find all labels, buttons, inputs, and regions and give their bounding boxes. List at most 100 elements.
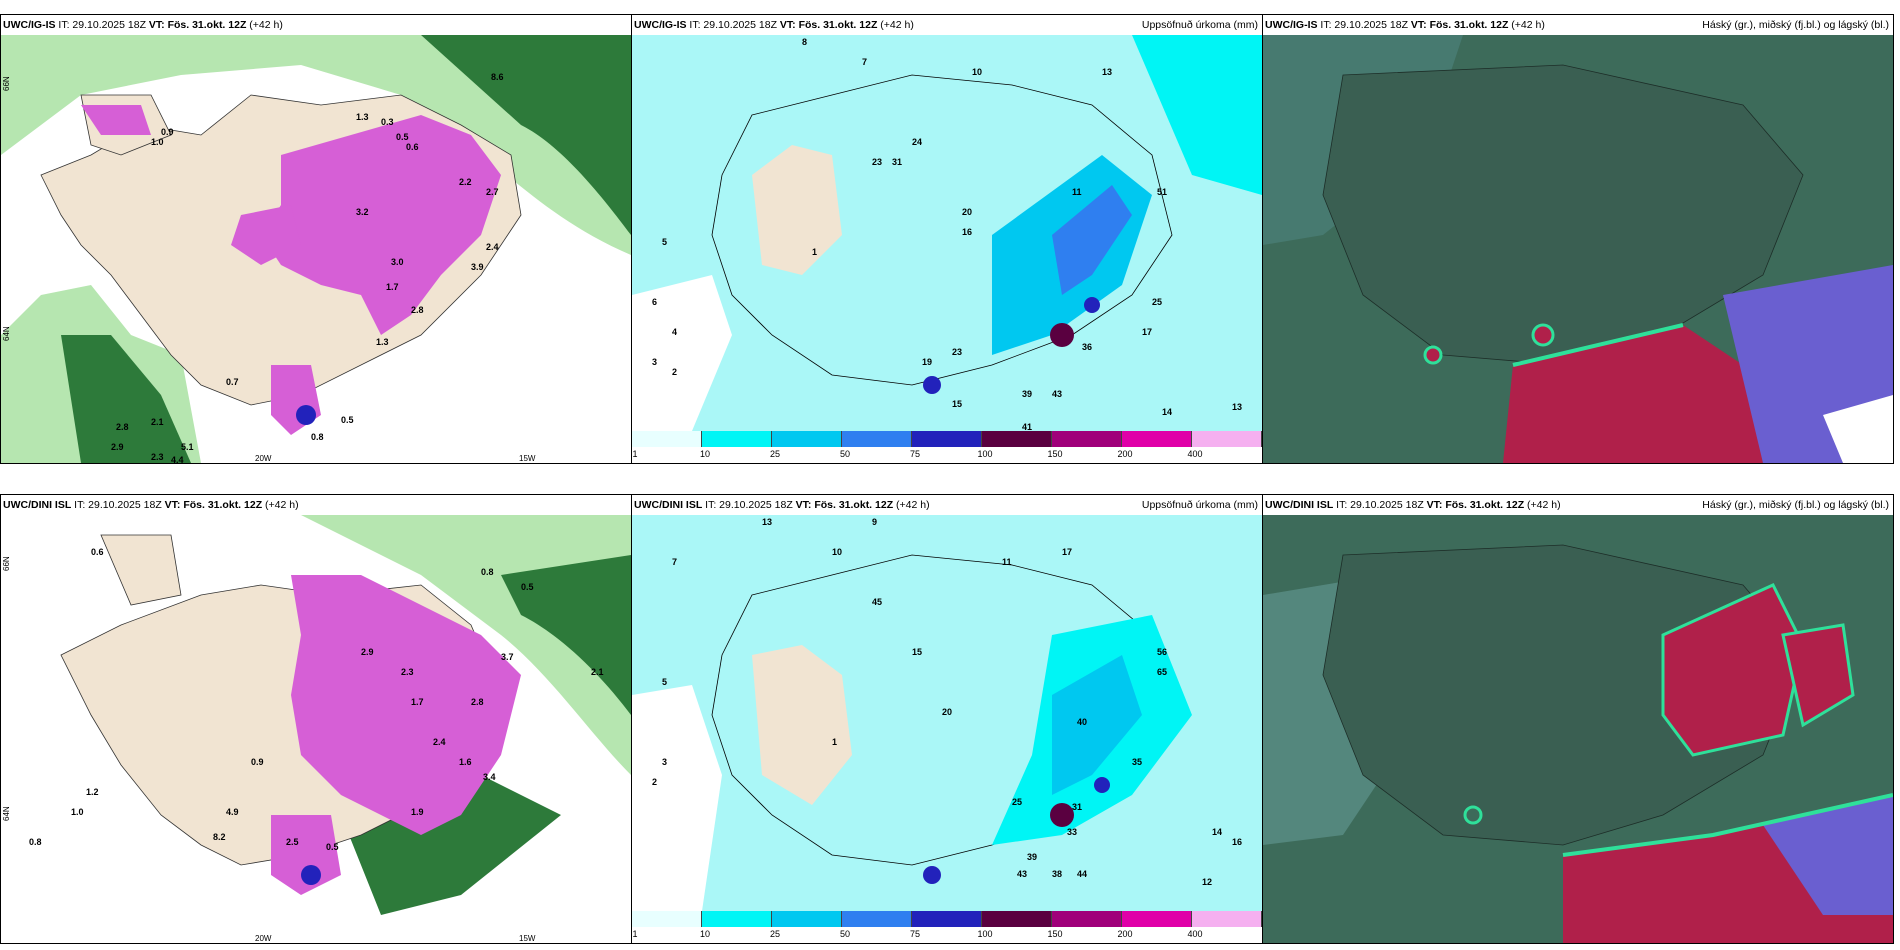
legend-swatch: [772, 431, 842, 447]
snow-wind-map: 8.6 1.3 0.3 0.5 0.6 3.2 3.0 1.7 2.8 2.2 …: [1, 35, 631, 463]
svg-text:1.0: 1.0: [71, 807, 84, 817]
svg-text:10: 10: [972, 67, 982, 77]
legend-tick: 100: [977, 929, 993, 939]
lead-time: (+42 h): [265, 499, 299, 511]
svg-text:2.1: 2.1: [591, 667, 604, 677]
lat-label: 66N: [2, 76, 11, 91]
legend-swatch: [912, 911, 982, 927]
svg-text:14: 14: [1212, 827, 1222, 837]
svg-text:3.2: 3.2: [356, 207, 369, 217]
svg-text:1.3: 1.3: [376, 337, 389, 347]
legend-swatch: [702, 431, 772, 447]
init-time: IT: 29.10.2025 18Z: [705, 499, 793, 511]
svg-text:13: 13: [1232, 402, 1242, 412]
lon-label: 15W: [519, 934, 536, 943]
svg-text:11: 11: [1002, 557, 1012, 567]
svg-text:51: 51: [1157, 187, 1167, 197]
svg-text:2.2: 2.2: [459, 177, 472, 187]
snow-wind-panel-row2: UWC/DINI ISL IT: 29.10.2025 18Z VT: Fös.…: [0, 494, 632, 944]
svg-text:2.4: 2.4: [433, 737, 446, 747]
valid-time: VT: Fös. 31.okt. 12Z: [164, 499, 263, 511]
init-time: IT: 29.10.2025 18Z: [1336, 499, 1424, 511]
svg-text:15: 15: [912, 647, 922, 657]
svg-text:9: 9: [872, 517, 877, 527]
snow-wind-panel-row1: UWC/IG-IS IT: 29.10.2025 18Z VT: Fös. 31…: [0, 14, 632, 464]
legend-swatch: [982, 911, 1052, 927]
svg-text:0.8: 0.8: [481, 567, 494, 577]
svg-text:0.7: 0.7: [226, 377, 239, 387]
panel-description: Háský (gr.), miðský (fj.bl.) og lágský (…: [1702, 19, 1889, 31]
init-time: IT: 29.10.2025 18Z: [1320, 19, 1408, 31]
model-name: UWC/DINI ISL: [1265, 499, 1334, 511]
svg-text:0.8: 0.8: [29, 837, 42, 847]
svg-text:40: 40: [1077, 717, 1087, 727]
svg-text:2.3: 2.3: [151, 452, 164, 462]
model-name: UWC/IG-IS: [1265, 19, 1318, 31]
legend-swatch: [1192, 911, 1262, 927]
legend-swatch: [1192, 431, 1262, 447]
valid-time: VT: Fös. 31.okt. 12Z: [779, 19, 878, 31]
svg-text:1.9: 1.9: [411, 807, 424, 817]
legend-swatch: [1122, 911, 1192, 927]
svg-text:20: 20: [962, 207, 972, 217]
svg-text:3.7: 3.7: [501, 652, 514, 662]
precip-panel-row2: UWC/DINI ISL IT: 29.10.2025 18Z VT: Fös.…: [631, 494, 1263, 944]
legend-tick: 50: [839, 449, 851, 459]
precip-legend: 1 10 25 50 75 100 150 200 400: [632, 431, 1262, 463]
svg-text:0.5: 0.5: [341, 415, 354, 425]
legend-tick: 150: [1047, 929, 1063, 939]
legend-swatch: [842, 911, 912, 927]
svg-text:3.4: 3.4: [483, 772, 496, 782]
legend-swatch: [632, 431, 702, 447]
legend-tick: 75: [909, 449, 921, 459]
svg-text:23: 23: [952, 347, 962, 357]
svg-text:35: 35: [1132, 757, 1142, 767]
legend-tick: 150: [1047, 449, 1063, 459]
svg-text:24: 24: [912, 137, 922, 147]
svg-text:33: 33: [1067, 827, 1077, 837]
valid-time: VT: Fös. 31.okt. 12Z: [1426, 499, 1525, 511]
legend-tick: 200: [1117, 449, 1133, 459]
svg-text:0.5: 0.5: [521, 582, 534, 592]
svg-text:25: 25: [1152, 297, 1162, 307]
svg-text:8.2: 8.2: [213, 832, 226, 842]
svg-text:17: 17: [1142, 327, 1152, 337]
svg-text:10: 10: [832, 547, 842, 557]
svg-text:1: 1: [832, 737, 837, 747]
legend-swatch: [912, 431, 982, 447]
svg-text:3: 3: [662, 757, 667, 767]
svg-text:16: 16: [1232, 837, 1242, 847]
panel-description: Uppsöfnuð úrkoma (mm): [1141, 19, 1258, 31]
svg-text:1.3: 1.3: [356, 112, 369, 122]
lead-time: (+42 h): [880, 19, 914, 31]
lead-time: (+42 h): [1527, 499, 1561, 511]
svg-text:4: 4: [672, 327, 677, 337]
valid-time: VT: Fös. 31.okt. 12Z: [795, 499, 894, 511]
svg-text:41: 41: [1022, 422, 1032, 431]
lat-label: 64N: [2, 806, 11, 821]
svg-text:44: 44: [1077, 869, 1087, 879]
svg-text:2.4: 2.4: [486, 242, 499, 252]
legend-tick: 1: [632, 929, 638, 939]
svg-text:15: 15: [952, 399, 962, 409]
legend-tick: 1: [632, 449, 638, 459]
legend-tick: 100: [977, 449, 993, 459]
panel-header: UWC/DINI ISL IT: 29.10.2025 18Z VT: Fös.…: [1265, 497, 1889, 513]
precip-panel-row1: UWC/IG-IS IT: 29.10.2025 18Z VT: Fös. 31…: [631, 14, 1263, 464]
svg-text:11: 11: [1072, 187, 1082, 197]
svg-text:1: 1: [812, 247, 817, 257]
precip-map: 13 10 9 17 11 20 45 15 40 35 56 65 25 31…: [632, 515, 1262, 911]
lat-label: 66N: [2, 556, 11, 571]
svg-text:0.9: 0.9: [161, 127, 174, 137]
precip-legend: 1 10 25 50 75 100 150 200 400: [632, 911, 1262, 943]
svg-text:2.1: 2.1: [151, 417, 164, 427]
precip-map: 8 7 10 13 51 25 17 36 39 43 41 14 13 19 …: [632, 35, 1262, 431]
svg-text:16: 16: [962, 227, 972, 237]
svg-text:1.6: 1.6: [459, 757, 472, 767]
svg-text:0.8: 0.8: [311, 432, 324, 442]
svg-text:17: 17: [1062, 547, 1072, 557]
panel-header: UWC/IG-IS IT: 29.10.2025 18Z VT: Fös. 31…: [634, 17, 1258, 33]
svg-text:43: 43: [1017, 869, 1027, 879]
svg-text:2.8: 2.8: [116, 422, 129, 432]
svg-text:3.9: 3.9: [471, 262, 484, 272]
